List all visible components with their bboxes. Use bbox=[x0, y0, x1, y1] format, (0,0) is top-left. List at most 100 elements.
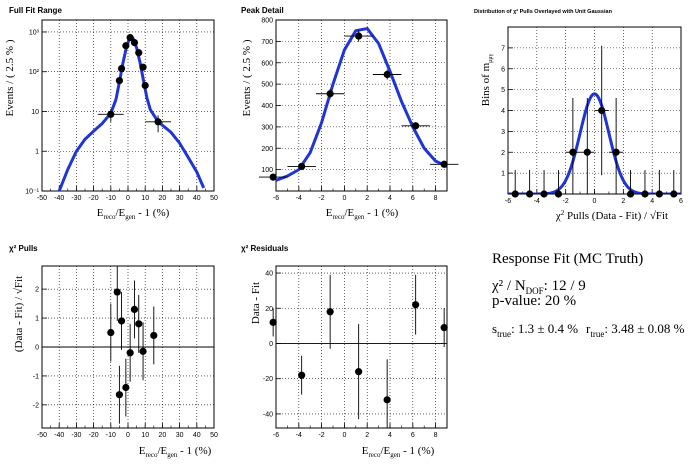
y-tick-label: 800 bbox=[261, 18, 273, 25]
data-point bbox=[655, 190, 663, 198]
y-tick-label: 10² bbox=[29, 69, 40, 76]
data-point bbox=[117, 317, 126, 325]
ylabel-pulls-distribution: Bins of mμμγ bbox=[480, 53, 494, 106]
y-tick-label: 700 bbox=[261, 39, 273, 46]
y-tick-label: -1 bbox=[33, 373, 39, 380]
x-tick-label: -10 bbox=[106, 195, 116, 202]
x-tick-label: -30 bbox=[71, 432, 81, 439]
x-tick-label: -2 bbox=[318, 432, 324, 439]
data-point bbox=[583, 148, 591, 156]
results-title: Response Fit (MC Truth) bbox=[492, 251, 643, 267]
y-tick-label: 10⁻¹ bbox=[25, 189, 39, 196]
x-tick-label: 4 bbox=[650, 198, 654, 205]
x-tick-label: 20 bbox=[159, 195, 167, 202]
fit-curve bbox=[276, 27, 447, 182]
xlabel-full-fit-range: Ereco/Egen - 1 (%) bbox=[97, 207, 170, 221]
y-tick-label: 20 bbox=[265, 306, 273, 313]
data-point bbox=[113, 288, 121, 296]
results-chi2: χ² / NDOF: 12 / 9 bbox=[491, 278, 586, 296]
data-point bbox=[130, 39, 139, 47]
x-tick-label: 0 bbox=[593, 198, 597, 205]
x-tick-label: 6 bbox=[411, 432, 415, 439]
x-tick-label: -20 bbox=[89, 432, 99, 439]
x-tick-label: -20 bbox=[89, 195, 99, 202]
x-tick-label: -40 bbox=[54, 432, 64, 439]
x-tick-label: -6 bbox=[273, 432, 279, 439]
y-tick-label: 300 bbox=[261, 124, 273, 131]
x-tick-label: -4 bbox=[296, 432, 302, 439]
y-tick-label: 2 bbox=[501, 150, 505, 157]
x-tick-label: 0 bbox=[342, 195, 346, 202]
x-tick-label: 50 bbox=[210, 432, 218, 439]
x-tick-label: 50 bbox=[210, 195, 218, 202]
data-point bbox=[130, 305, 139, 313]
x-tick-label: 4 bbox=[388, 195, 392, 202]
panel-title-peak-detail: Peak Detail bbox=[241, 6, 284, 15]
y-tick-label: 100 bbox=[261, 167, 273, 174]
data-point bbox=[122, 383, 130, 392]
data-point bbox=[269, 173, 277, 181]
x-tick-label: 40 bbox=[193, 432, 201, 439]
data-point bbox=[126, 34, 134, 42]
panel-title-chi2-residuals: χ² Residuals bbox=[241, 244, 289, 253]
y-tick-label: 400 bbox=[261, 103, 273, 110]
x-tick-label: -30 bbox=[71, 195, 81, 202]
y-tick-label: -20 bbox=[263, 376, 273, 383]
x-tick-label: -6 bbox=[505, 198, 511, 205]
y-tick-label: 5 bbox=[501, 87, 505, 94]
y-tick-label: 1 bbox=[501, 171, 505, 178]
y-tick-label: 1 bbox=[35, 149, 39, 156]
y-tick-label: 10 bbox=[31, 109, 39, 116]
x-tick-label: 30 bbox=[176, 195, 184, 202]
data-point bbox=[526, 190, 534, 198]
results-s-true: strue: 1.3 ± 0.4 % bbox=[492, 321, 578, 339]
y-tick-label: 6 bbox=[501, 66, 505, 73]
ylabel-chi2-pulls: (Data - Fit) / √Fit bbox=[13, 276, 25, 352]
data-point bbox=[107, 328, 115, 337]
x-tick-label: 2 bbox=[365, 432, 369, 439]
y-tick-label: 10³ bbox=[29, 29, 40, 36]
y-tick-label: 4 bbox=[501, 108, 505, 115]
data-point bbox=[135, 320, 143, 328]
x-tick-label: 0 bbox=[126, 195, 130, 202]
x-tick-label: 30 bbox=[176, 432, 184, 439]
x-tick-label: 4 bbox=[388, 432, 392, 439]
data-point bbox=[383, 70, 391, 79]
fit-curve bbox=[57, 35, 206, 191]
data-point bbox=[326, 90, 334, 98]
y-tick-label: 7 bbox=[501, 45, 505, 52]
y-tick-label: 200 bbox=[261, 146, 273, 153]
x-tick-label: -40 bbox=[54, 195, 64, 202]
x-tick-label: -4 bbox=[296, 195, 302, 202]
data-point bbox=[269, 318, 277, 326]
x-tick-label: -50 bbox=[37, 195, 47, 202]
x-tick-label: -50 bbox=[37, 432, 47, 439]
data-point bbox=[412, 301, 420, 309]
panel-title-full-fit-range: Full Fit Range bbox=[9, 6, 62, 15]
data-point bbox=[598, 106, 606, 115]
data-point bbox=[115, 391, 123, 399]
panel-title-chi2-pulls: χ² Pulls bbox=[9, 244, 38, 253]
data-point bbox=[612, 148, 620, 156]
x-tick-label: 0 bbox=[126, 432, 130, 439]
y-tick-label: 0 bbox=[35, 345, 39, 352]
data-point bbox=[670, 190, 678, 198]
x-tick-label: 8 bbox=[434, 195, 438, 202]
data-point bbox=[139, 347, 147, 355]
results-r-true: rtrue: 3.48 ± 0.08 % bbox=[586, 321, 685, 339]
plot-full-fit-range: -50 -40 -30 -20 -10 0 10 20 30 40 50 10⁻¹ 1 10 10² 10³ bbox=[25, 19, 218, 202]
data-point bbox=[440, 324, 448, 332]
xlabel-chi2-residuals: Ereco/Egen - 1 (%) bbox=[362, 445, 435, 459]
data-point bbox=[107, 110, 115, 118]
ylabel-chi2-residuals: Data - Fit bbox=[250, 282, 262, 324]
x-tick-label: 20 bbox=[159, 432, 167, 439]
plot-frame bbox=[275, 265, 448, 429]
data-point bbox=[511, 190, 519, 198]
data-point bbox=[298, 371, 306, 379]
data-point bbox=[626, 190, 635, 198]
x-tick-label: 0 bbox=[342, 432, 346, 439]
ylabel-peak-detail: Events / ( 2.5 % ) bbox=[241, 39, 253, 116]
x-tick-label: 2 bbox=[365, 195, 369, 202]
data-point bbox=[154, 118, 162, 126]
